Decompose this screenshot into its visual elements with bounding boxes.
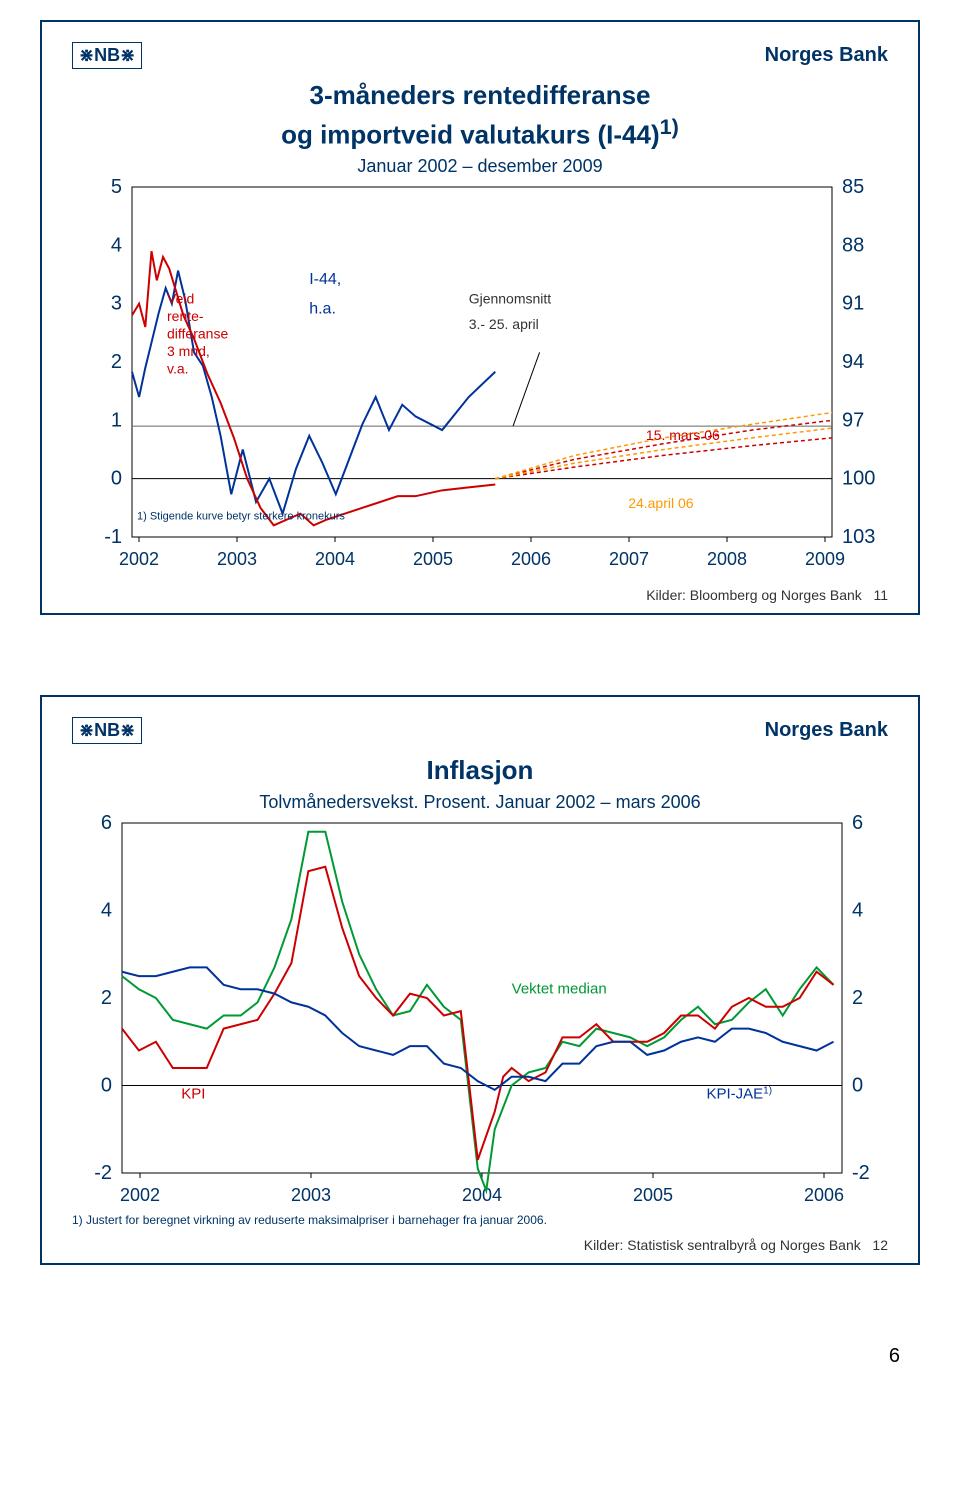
svg-text:24.april 06: 24.april 06	[628, 495, 694, 511]
svg-text:0: 0	[111, 468, 122, 490]
slide-2: ⋇NB⋇ Norges Bank Inflasjon Tolvmånedersv…	[40, 695, 920, 1265]
svg-text:2002: 2002	[120, 1185, 160, 1205]
svg-text:0: 0	[101, 1075, 112, 1097]
svg-text:4: 4	[101, 900, 112, 922]
bank-name: Norges Bank	[765, 719, 888, 742]
svg-text:Veid: Veid	[167, 291, 194, 307]
svg-text:3 mnd,: 3 mnd,	[167, 343, 210, 359]
svg-text:2: 2	[852, 987, 863, 1009]
svg-text:differanse: differanse	[167, 326, 228, 342]
svg-text:KPI-JAE1): KPI-JAE1)	[706, 1085, 772, 1103]
bank-name: Norges Bank	[765, 44, 888, 67]
svg-text:-2: -2	[94, 1162, 112, 1184]
svg-text:2: 2	[101, 987, 112, 1009]
svg-text:1) Stigende kurve betyr sterke: 1) Stigende kurve betyr sterkere kroneku…	[137, 511, 345, 523]
svg-text:KPI: KPI	[181, 1086, 205, 1103]
slide2-footnote: 1) Justert for beregnet virkning av redu…	[72, 1213, 888, 1227]
svg-text:2003: 2003	[217, 549, 257, 569]
svg-text:2005: 2005	[633, 1185, 673, 1205]
logo: ⋇NB⋇	[72, 42, 142, 69]
svg-text:2007: 2007	[609, 549, 649, 569]
svg-text:6: 6	[852, 813, 863, 834]
svg-text:2004: 2004	[315, 549, 355, 569]
svg-text:2: 2	[111, 351, 122, 373]
svg-text:2003: 2003	[291, 1185, 331, 1205]
svg-text:2002: 2002	[119, 549, 159, 569]
svg-text:2004: 2004	[462, 1185, 502, 1205]
svg-text:15. mars 06: 15. mars 06	[646, 427, 720, 443]
svg-text:88: 88	[842, 235, 864, 257]
slide-header: ⋇NB⋇ Norges Bank	[72, 42, 888, 69]
svg-text:2008: 2008	[707, 549, 747, 569]
slide1-subtitle: Januar 2002 – desember 2009	[72, 156, 888, 177]
slide2-chart: 6 6 4 4 2 2 0 0 -2 -2 2002 2003 2004 2005 2006 Vektet m…	[72, 813, 888, 1213]
svg-text:103: 103	[842, 526, 875, 548]
svg-text:-1: -1	[104, 526, 122, 548]
slide1-title: 3-måneders rentedifferanse og importveid…	[72, 79, 888, 152]
svg-text:3.- 25. april: 3.- 25. april	[469, 316, 539, 332]
svg-text:2006: 2006	[804, 1185, 844, 1205]
svg-text:-2: -2	[852, 1162, 870, 1184]
svg-text:rente-: rente-	[167, 308, 204, 324]
svg-text:91: 91	[842, 293, 864, 315]
svg-text:2005: 2005	[413, 549, 453, 569]
svg-text:Gjennomsnitt: Gjennomsnitt	[469, 291, 552, 307]
svg-text:I-44,: I-44,	[309, 271, 341, 288]
svg-text:2009: 2009	[805, 549, 845, 569]
svg-text:2006: 2006	[511, 549, 551, 569]
slide-1: ⋇NB⋇ Norges Bank 3-måneders rentediffera…	[40, 20, 920, 615]
slide1-chart: 5 4 3 2 1 0 -1 85 88 91 94 97 100 103 2002 2003 2004 2005…	[72, 177, 888, 577]
svg-text:3: 3	[111, 293, 122, 315]
page-number: 6	[20, 1345, 940, 1368]
svg-text:85: 85	[842, 177, 864, 198]
slide2-footer: Kilder: Statistisk sentralbyrå og Norges…	[72, 1237, 888, 1253]
svg-text:h.a.: h.a.	[309, 301, 336, 318]
svg-text:4: 4	[852, 900, 863, 922]
slide2-title: Inflasjon	[72, 754, 888, 788]
slide-header: ⋇NB⋇ Norges Bank	[72, 717, 888, 744]
svg-text:0: 0	[852, 1075, 863, 1097]
svg-text:1: 1	[111, 410, 122, 432]
svg-text:5: 5	[111, 177, 122, 198]
slide2-subtitle: Tolvmånedersvekst. Prosent. Januar 2002 …	[72, 792, 888, 813]
svg-text:100: 100	[842, 468, 875, 490]
svg-text:v.a.: v.a.	[167, 361, 189, 377]
svg-text:97: 97	[842, 410, 864, 432]
logo: ⋇NB⋇	[72, 717, 142, 744]
svg-text:4: 4	[111, 235, 122, 257]
svg-text:6: 6	[101, 813, 112, 834]
slide1-footer: Kilder: Bloomberg og Norges Bank 11	[72, 587, 888, 603]
svg-text:94: 94	[842, 351, 864, 373]
svg-text:Vektet median: Vektet median	[512, 981, 607, 998]
